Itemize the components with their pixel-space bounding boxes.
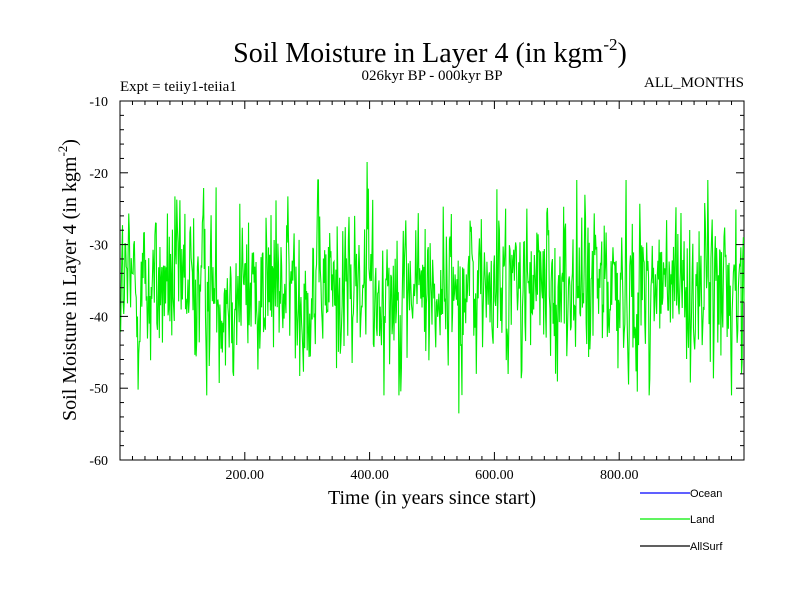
x-tick-label: 400.00: [350, 468, 389, 483]
plot-area: [120, 162, 745, 414]
x-tick-label: 200.00: [226, 468, 265, 483]
legend-label-land: Land: [690, 514, 714, 526]
chart-title-close: ): [618, 38, 627, 69]
chart-title-main: Soil Moisture in Layer 4 (in kgm: [233, 38, 603, 69]
time-range-label: 026kyr BP - 000kyr BP: [361, 68, 502, 84]
x-tick-label: 600.00: [475, 468, 514, 483]
y-axis-title-sup: -2: [55, 146, 70, 157]
legend: Ocean Land AllSurf: [640, 488, 723, 553]
x-tick-label: 800.00: [600, 468, 639, 483]
x-axis-title: Time (in years since start): [328, 487, 536, 509]
chart-title-sup: -2: [603, 35, 617, 54]
y-tick-label: -40: [89, 310, 108, 325]
y-tick-label: -20: [89, 167, 108, 182]
y-tick-label: -60: [89, 454, 108, 469]
y-axis-title-main: Soil Moisture in Layer 4 (in kgm: [59, 156, 81, 421]
y-axis-title-close: ): [59, 139, 81, 146]
x-axis: 200.00 400.00 600.00 800.00: [131, 101, 733, 483]
series-line-land: [120, 162, 745, 414]
y-tick-label: -10: [89, 95, 108, 110]
y-axis: -60 -50 -40 -30 -20 -10: [89, 95, 744, 469]
chart-title: Soil Moisture in Layer 4 (in kgm-2): [233, 35, 627, 69]
y-tick-label: -30: [89, 239, 108, 254]
legend-label-ocean: Ocean: [690, 488, 722, 500]
y-tick-label: -50: [89, 382, 108, 397]
experiment-label: Expt = teiiy1-teiia1: [120, 79, 237, 95]
y-axis-title: Soil Moisture in Layer 4 (in kgm-2): [55, 139, 81, 421]
months-label: ALL_MONTHS: [644, 75, 744, 91]
legend-label-allsurf: AllSurf: [690, 541, 723, 553]
